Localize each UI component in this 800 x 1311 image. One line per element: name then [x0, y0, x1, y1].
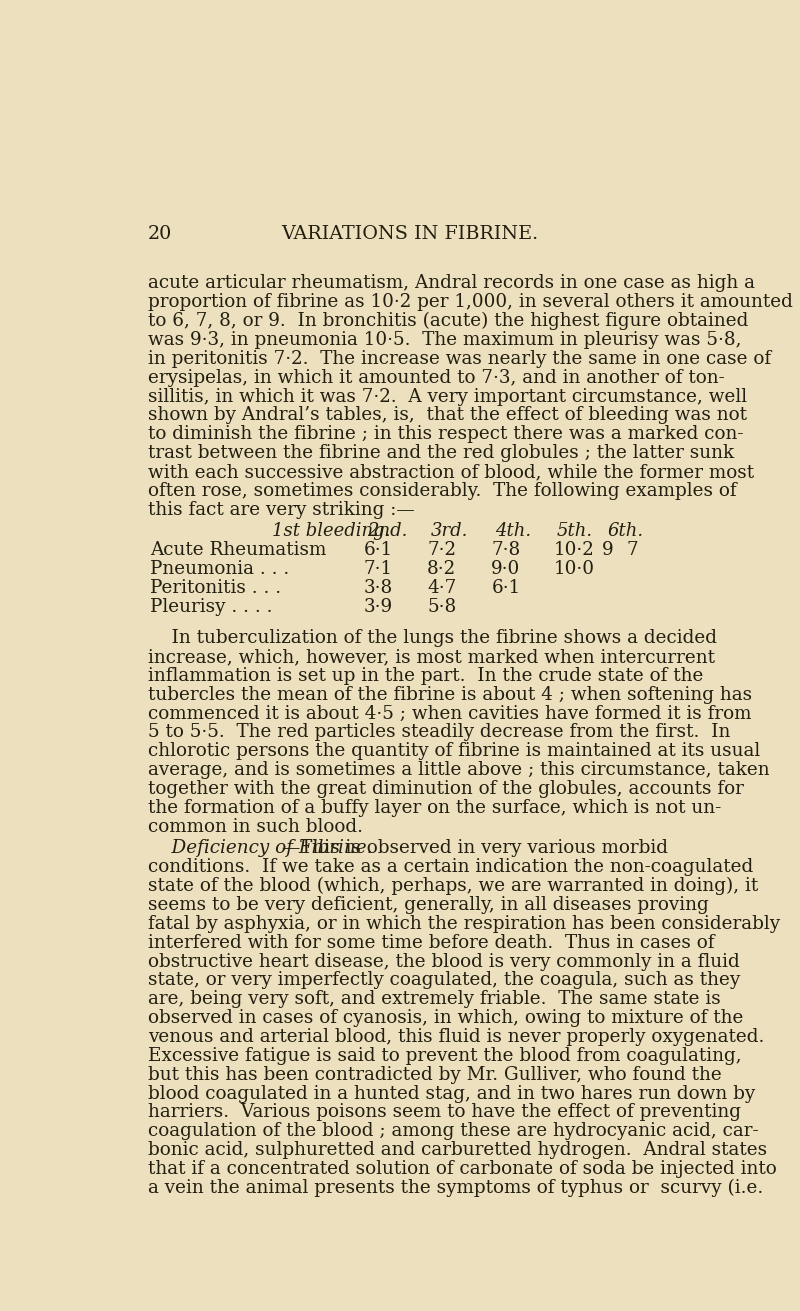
Text: 5 to 5·5.  The red particles steadily decrease from the first.  In: 5 to 5·5. The red particles steadily dec…	[148, 724, 730, 741]
Text: 20: 20	[148, 225, 172, 243]
Text: 5·8: 5·8	[427, 598, 456, 616]
Text: acute articular rheumatism, Andral records in one case as high a: acute articular rheumatism, Andral recor…	[148, 274, 755, 292]
Text: coagulation of the blood ; among these are hydrocyanic acid, car-: coagulation of the blood ; among these a…	[148, 1122, 758, 1141]
Text: proportion of fibrine as 10·2 per 1,000, in several others it amounted: proportion of fibrine as 10·2 per 1,000,…	[148, 294, 793, 311]
Text: 9·0: 9·0	[491, 560, 521, 578]
Text: in peritonitis 7·2.  The increase was nearly the same in one case of: in peritonitis 7·2. The increase was nea…	[148, 350, 771, 368]
Text: 9: 9	[602, 541, 614, 560]
Text: Peritonitis . . .: Peritonitis . . .	[150, 579, 282, 597]
Text: Pleurisy . . . .: Pleurisy . . . .	[150, 598, 273, 616]
Text: this fact are very striking :—: this fact are very striking :—	[148, 501, 414, 519]
Text: 6th.: 6th.	[608, 523, 644, 540]
Text: 8·2: 8·2	[427, 560, 456, 578]
Text: 3rd.: 3rd.	[431, 523, 468, 540]
Text: 7·1: 7·1	[363, 560, 393, 578]
Text: increase, which, however, is most marked when intercurrent: increase, which, however, is most marked…	[148, 648, 715, 666]
Text: conditions.  If we take as a certain indication the non-coagulated: conditions. If we take as a certain indi…	[148, 859, 754, 876]
Text: 1st bleeding.: 1st bleeding.	[272, 523, 390, 540]
Text: Pneumonia . . .: Pneumonia . . .	[150, 560, 290, 578]
Text: VARIATIONS IN FIBRINE.: VARIATIONS IN FIBRINE.	[282, 225, 538, 243]
Text: to 6, 7, 8, or 9.  In bronchitis (acute) the highest figure obtained: to 6, 7, 8, or 9. In bronchitis (acute) …	[148, 312, 749, 330]
Text: trast between the fibrine and the red globules ; the latter sunk: trast between the fibrine and the red gl…	[148, 444, 734, 463]
Text: shown by Andral’s tables, is,  that the effect of bleeding was not: shown by Andral’s tables, is, that the e…	[148, 406, 747, 425]
Text: harriers.  Various poisons seem to have the effect of preventing: harriers. Various poisons seem to have t…	[148, 1104, 741, 1121]
Text: to diminish the fibrine ; in this respect there was a marked con-: to diminish the fibrine ; in this respec…	[148, 425, 743, 443]
Text: 3·9: 3·9	[363, 598, 393, 616]
Text: 6·1: 6·1	[491, 579, 521, 597]
Text: —This is observed in very various morbid: —This is observed in very various morbid	[282, 839, 668, 857]
Text: commenced it is about 4·5 ; when cavities have formed it is from: commenced it is about 4·5 ; when cavitie…	[148, 704, 751, 722]
Text: sillitis, in which it was 7·2.  A very important circumstance, well: sillitis, in which it was 7·2. A very im…	[148, 388, 747, 405]
Text: 3·8: 3·8	[363, 579, 393, 597]
Text: the formation of a buffy layer on the surface, which is not un-: the formation of a buffy layer on the su…	[148, 798, 722, 817]
Text: 5th.: 5th.	[557, 523, 593, 540]
Text: inflammation is set up in the part.  In the crude state of the: inflammation is set up in the part. In t…	[148, 667, 703, 684]
Text: state, or very imperfectly coagulated, the coagula, such as they: state, or very imperfectly coagulated, t…	[148, 971, 740, 990]
Text: Acute Rheumatism: Acute Rheumatism	[150, 541, 326, 560]
Text: that if a concentrated solution of carbonate of soda be injected into: that if a concentrated solution of carbo…	[148, 1160, 777, 1179]
Text: observed in cases of cyanosis, in which, owing to mixture of the: observed in cases of cyanosis, in which,…	[148, 1009, 743, 1027]
Text: chlorotic persons the quantity of fibrine is maintained at its usual: chlorotic persons the quantity of fibrin…	[148, 742, 760, 760]
Text: 4th.: 4th.	[495, 523, 531, 540]
Text: blood coagulated in a hunted stag, and in two hares run down by: blood coagulated in a hunted stag, and i…	[148, 1084, 755, 1103]
Text: Deficiency of Fibrine.: Deficiency of Fibrine.	[148, 839, 373, 857]
Text: tubercles the mean of the fibrine is about 4 ; when softening has: tubercles the mean of the fibrine is abo…	[148, 686, 752, 704]
Text: 7: 7	[627, 541, 638, 560]
Text: erysipelas, in which it amounted to 7·3, and in another of ton-: erysipelas, in which it amounted to 7·3,…	[148, 368, 725, 387]
Text: venous and arterial blood, this fluid is never properly oxygenated.: venous and arterial blood, this fluid is…	[148, 1028, 765, 1046]
Text: 4·7: 4·7	[427, 579, 456, 597]
Text: interfered with for some time before death.  Thus in cases of: interfered with for some time before dea…	[148, 933, 714, 952]
Text: was 9·3, in pneumonia 10·5.  The maximum in pleurisy was 5·8,: was 9·3, in pneumonia 10·5. The maximum …	[148, 330, 742, 349]
Text: 10·2: 10·2	[554, 541, 594, 560]
Text: are, being very soft, and extremely friable.  The same state is: are, being very soft, and extremely fria…	[148, 990, 721, 1008]
Text: state of the blood (which, perhaps, we are warranted in doing), it: state of the blood (which, perhaps, we a…	[148, 877, 758, 895]
Text: common in such blood.: common in such blood.	[148, 818, 363, 835]
Text: together with the great diminution of the globules, accounts for: together with the great diminution of th…	[148, 780, 744, 798]
Text: obstructive heart disease, the blood is very commonly in a fluid: obstructive heart disease, the blood is …	[148, 953, 740, 970]
Text: In tuberculization of the lungs the fibrine shows a decided: In tuberculization of the lungs the fibr…	[148, 629, 717, 648]
Text: 7·8: 7·8	[491, 541, 521, 560]
Text: 7·2: 7·2	[427, 541, 456, 560]
Text: Excessive fatigue is said to prevent the blood from coagulating,: Excessive fatigue is said to prevent the…	[148, 1047, 742, 1065]
Text: with each successive abstraction of blood, while the former most: with each successive abstraction of bloo…	[148, 463, 754, 481]
Text: average, and is sometimes a little above ; this circumstance, taken: average, and is sometimes a little above…	[148, 762, 770, 779]
Text: bonic acid, sulphuretted and carburetted hydrogen.  Andral states: bonic acid, sulphuretted and carburetted…	[148, 1141, 767, 1159]
Text: often rose, sometimes considerably.  The following examples of: often rose, sometimes considerably. The …	[148, 482, 737, 499]
Text: 10·0: 10·0	[554, 560, 594, 578]
Text: 6·1: 6·1	[363, 541, 393, 560]
Text: 2nd.: 2nd.	[367, 523, 408, 540]
Text: seems to be very deficient, generally, in all diseases proving: seems to be very deficient, generally, i…	[148, 895, 709, 914]
Text: fatal by asphyxia, or in which the respiration has been considerably: fatal by asphyxia, or in which the respi…	[148, 915, 780, 933]
Text: a vein the animal presents the symptoms of typhus or  scurvy (i.e.: a vein the animal presents the symptoms …	[148, 1179, 763, 1197]
Text: but this has been contradicted by Mr. Gulliver, who found the: but this has been contradicted by Mr. Gu…	[148, 1066, 722, 1084]
